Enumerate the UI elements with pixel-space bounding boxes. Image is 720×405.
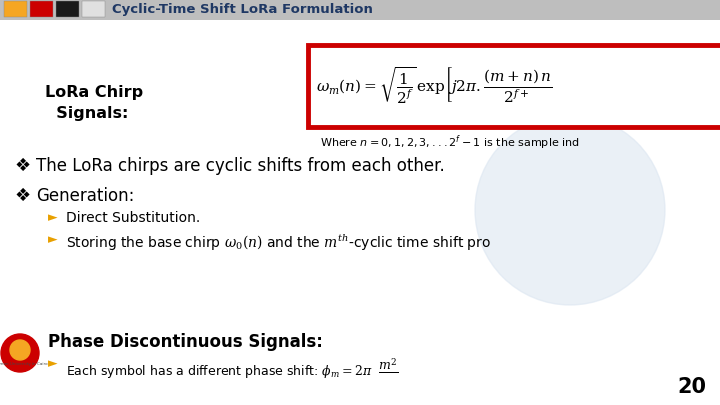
Text: ►: ► (48, 233, 58, 246)
Text: The LoRa chirps are cyclic shifts from each other.: The LoRa chirps are cyclic shifts from e… (36, 157, 445, 175)
Text: $\omega_m(n) = \sqrt{\dfrac{1}{2^f}}\,\exp\!\left[j2\pi.\dfrac{(m+n)\,n}{2^{f+}}: $\omega_m(n) = \sqrt{\dfrac{1}{2^f}}\,\e… (316, 66, 552, 106)
Circle shape (10, 340, 30, 360)
Text: Storing the base chirp $\omega_0(n)$ and the $m^{th}$-cyclic time shift pro: Storing the base chirp $\omega_0(n)$ and… (66, 233, 491, 253)
Text: Where $n = 0, 1, 2, 3, ... 2^f - 1$ is the sample ind: Where $n = 0, 1, 2, 3, ... 2^f - 1$ is t… (320, 133, 580, 151)
Bar (30, 1, 53, 17)
Bar (82, 1, 105, 17)
Circle shape (1, 334, 39, 372)
Bar (4, 1, 27, 17)
Text: 20: 20 (677, 377, 706, 397)
Bar (308, 45, 720, 127)
Text: German University in Cairo: German University in Cairo (0, 362, 48, 366)
Circle shape (475, 115, 665, 305)
Text: Generation:: Generation: (36, 187, 135, 205)
Text: ❖: ❖ (14, 157, 30, 175)
Bar (0, 0, 720, 20)
Text: ►: ► (48, 357, 58, 370)
Text: Each symbol has a different phase shift: $\phi_m = 2\pi$  $\dfrac{m^2}{\ }$: Each symbol has a different phase shift:… (66, 357, 399, 382)
Text: Cyclic-Time Shift LoRa Formulation: Cyclic-Time Shift LoRa Formulation (112, 2, 373, 15)
Text: Direct Substitution.: Direct Substitution. (66, 211, 200, 225)
Text: LoRa Chirp
  Signals:: LoRa Chirp Signals: (45, 85, 143, 121)
Text: ►: ► (48, 211, 58, 224)
Bar (56, 1, 79, 17)
Text: ❖: ❖ (14, 187, 30, 205)
Text: Phase Discontinuous Signals:: Phase Discontinuous Signals: (48, 333, 323, 351)
